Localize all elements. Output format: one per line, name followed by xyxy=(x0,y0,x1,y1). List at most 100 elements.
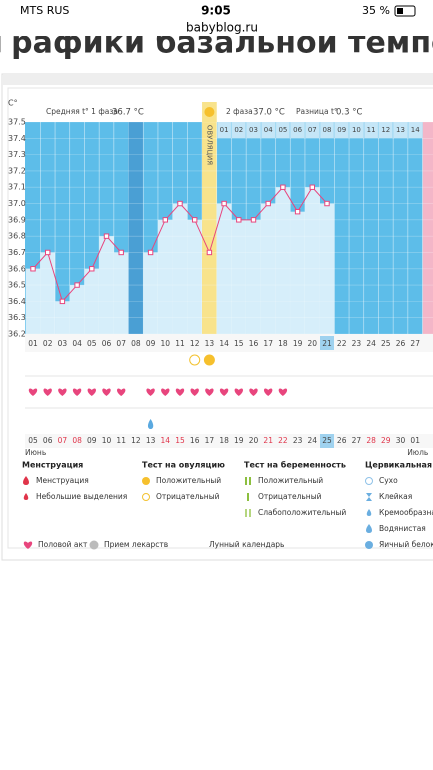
phase2-day: 12 xyxy=(381,126,390,134)
legend-item: Кремообразная xyxy=(379,508,433,517)
temp-point xyxy=(177,200,183,207)
intercourse-heart xyxy=(102,388,111,396)
intercourse-heart xyxy=(117,388,126,396)
temp-fill xyxy=(172,203,188,334)
ovulation-positive xyxy=(203,354,215,366)
date-label: 29 xyxy=(381,436,391,445)
x-tick-label: 11 xyxy=(175,339,185,348)
date-label: 13 xyxy=(146,436,156,445)
legend-item: Яичный белок xyxy=(379,540,433,549)
x-tick-label: 06 xyxy=(102,339,112,348)
y-axis-label: C° xyxy=(8,99,18,108)
temp-point xyxy=(280,184,286,190)
temp-fill xyxy=(260,203,276,334)
date-label: 20 xyxy=(249,436,259,445)
missing-column xyxy=(128,122,144,334)
phase2-day-bg xyxy=(364,122,378,138)
diff-label: Разница t° xyxy=(296,107,338,116)
legend-bottom-item: Половой акт xyxy=(38,540,88,549)
intercourse-heart xyxy=(175,388,185,396)
x-tick-label: 10 xyxy=(161,339,171,348)
phase1-label: Средняя t° 1 фаза xyxy=(46,107,118,116)
phase2-day: 01 xyxy=(220,126,229,134)
temp-fill xyxy=(40,252,56,334)
selected-day xyxy=(320,336,334,350)
temp-fill xyxy=(246,219,261,334)
legend-icon xyxy=(89,540,99,550)
phase2-day: 07 xyxy=(308,126,317,134)
legend-bottom-item: Лунный календарь xyxy=(209,540,284,549)
y-tick-label: 36.7 xyxy=(8,248,26,257)
x-tick-label: 04 xyxy=(72,339,82,348)
x-tick-label: 18 xyxy=(278,339,288,348)
temp-point xyxy=(30,266,36,272)
battery-text: 35 % xyxy=(362,4,390,17)
date-label: 25 xyxy=(322,436,332,445)
temp-fill xyxy=(290,211,305,334)
date-label: 28 xyxy=(366,436,376,445)
date-label: 30 xyxy=(396,436,406,445)
legend-title: Тест на беременность xyxy=(244,460,346,470)
intercourse-heart xyxy=(249,388,258,396)
phase2-day: 05 xyxy=(278,126,287,134)
x-tick-label: 13 xyxy=(205,339,215,348)
date-label: 22 xyxy=(278,436,288,445)
x-tick-label: 19 xyxy=(293,339,303,348)
phase2-label: 2 фаза xyxy=(226,107,253,116)
x-tick-label: 26 xyxy=(396,339,406,348)
x-tick-label: 05 xyxy=(87,339,97,348)
phase2-day-bg xyxy=(408,122,423,138)
legend-icon xyxy=(249,509,251,517)
legend-item: Положительный xyxy=(156,476,221,485)
intercourse-heart xyxy=(87,388,96,396)
time: 9:05 xyxy=(201,4,231,18)
phase2-day-bg xyxy=(217,122,231,138)
date-label: 26 xyxy=(337,436,347,445)
temp-point xyxy=(74,282,80,288)
date-label: 17 xyxy=(205,436,215,445)
temp-point xyxy=(236,217,242,223)
card-top xyxy=(3,75,433,85)
phase2-day-bg xyxy=(290,122,305,138)
legend-item: Небольшие выделения xyxy=(36,492,127,501)
date-label: 05 xyxy=(28,436,38,445)
intercourse-heart xyxy=(146,388,155,396)
temp-point xyxy=(206,249,213,256)
phase2-day-bg xyxy=(261,122,276,138)
cervical-drop xyxy=(147,419,154,429)
legend-item: Отрицательный xyxy=(258,492,322,501)
date-label: 27 xyxy=(352,436,362,445)
temp-fill xyxy=(304,187,320,334)
phase2-day-bg xyxy=(320,122,334,138)
legend-bottom-item: Прием лекарств xyxy=(104,540,168,549)
url[interactable]: babyblog.ru xyxy=(186,21,258,35)
x-tick-label: 03 xyxy=(58,339,68,348)
temp-fill xyxy=(275,187,291,334)
x-tick-label: 07 xyxy=(116,339,126,348)
intercourse-heart xyxy=(43,388,52,396)
temp-point xyxy=(221,200,227,207)
date-label: 16 xyxy=(190,436,200,445)
temp-fill xyxy=(69,285,85,334)
x-tick-label: 25 xyxy=(381,339,391,348)
temp-point xyxy=(147,249,154,256)
legend-item: Отрицательный xyxy=(156,492,220,501)
x-tick-label: 21 xyxy=(322,339,332,348)
date-label: 23 xyxy=(293,436,303,445)
temp-fill xyxy=(157,219,173,334)
temp-fill xyxy=(113,252,129,334)
date-label: 01 xyxy=(410,436,420,445)
phase2-day-bg xyxy=(231,122,246,138)
temp-point xyxy=(45,249,51,256)
x-tick-label: 27 xyxy=(410,339,420,348)
y-tick-label: 37.2 xyxy=(8,166,26,175)
phase2-day: 14 xyxy=(411,126,420,134)
header-bg xyxy=(25,102,433,122)
temp-point xyxy=(294,208,301,215)
temp-point xyxy=(118,249,124,256)
intercourse-heart xyxy=(278,388,288,396)
y-tick-label: 36.8 xyxy=(8,232,26,241)
legend-icon xyxy=(365,477,373,485)
legend-item: Слабоположительный xyxy=(258,508,346,517)
